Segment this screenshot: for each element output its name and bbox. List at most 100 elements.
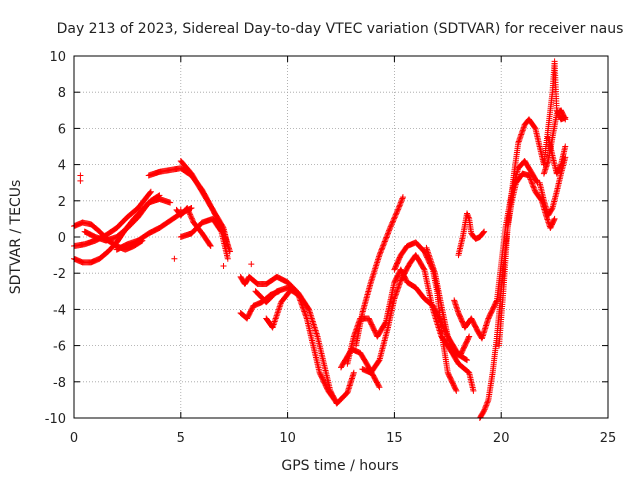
track-s-marker [424,247,431,254]
track-p-marker [394,207,401,214]
track-m-marker [286,288,293,295]
track-s-marker [430,265,437,272]
track-w-marker [527,176,534,183]
track-p-marker [381,239,388,246]
track-b-marker [147,189,154,196]
track-i-marker [185,208,192,215]
track-p-marker [384,230,391,237]
track-p-marker [378,246,385,253]
track-p-marker [379,243,386,250]
track-k-marker [299,302,306,309]
track-s-marker [466,333,473,340]
track-m-marker [273,312,280,319]
track-s-marker [425,252,432,259]
track-m-marker [272,315,279,322]
track-p-marker [398,198,405,205]
isolated-marker [77,177,84,184]
track-p-marker [396,202,403,209]
track-p-marker [391,215,398,222]
track-p-marker [383,233,390,240]
track-i-marker [187,211,194,218]
track-p-marker [388,222,395,229]
track-m-marker [274,309,281,316]
track-s-marker [431,268,438,275]
y-tick-label: -8 [53,376,66,391]
x-tick-label: 20 [493,431,510,446]
track-t-marker [464,210,471,217]
track-w-marker [531,186,538,193]
track-p-marker [385,229,392,236]
track-k-marker [295,291,302,298]
track-v-marker [481,406,488,413]
track-y-marker [561,115,568,122]
track-p-marker [384,231,391,238]
track-w-marker [551,217,558,224]
y-tick-label: -6 [53,340,66,355]
track-p-marker [380,242,387,249]
y-tick-label: 2 [58,195,66,210]
track-p-marker [396,203,403,210]
track-p-marker [379,245,386,252]
track-s-marker [428,259,435,266]
track-k-marker [297,298,304,305]
x-tick-label: 15 [386,431,403,446]
x-tick-label: 0 [70,431,78,446]
x-tick-label: 5 [177,431,185,446]
track-k-marker [298,301,305,308]
track-r-marker [453,387,460,394]
track-k-marker [302,312,309,319]
track-p-marker [386,226,393,233]
y-tick-label: 6 [58,122,66,137]
x-tick-label: 25 [600,431,617,446]
track-k-marker [300,305,307,312]
track-m-marker [276,305,283,312]
y-tick-label: 8 [58,86,66,101]
isolated-marker [248,261,255,268]
track-s-marker [429,262,436,269]
track-p-marker [398,196,405,203]
isolated-marker [220,262,227,269]
isolated-marker [177,206,184,213]
track-p-marker [387,223,394,230]
track-s-marker [430,267,437,274]
track-v-marker [482,405,489,412]
track-w-marker [530,183,537,190]
track-k-marker [295,293,302,300]
track-i-marker [187,212,194,219]
track-aa-marker [557,162,564,169]
track-p-marker [391,214,398,221]
y-tick-label: -10 [45,412,66,427]
track-i-marker [189,216,196,223]
track-m-marker [269,324,276,331]
track-o-marker [376,384,383,391]
track-s-marker [424,249,431,256]
track-q-marker [470,387,477,394]
track-w-marker [527,175,534,182]
track-s-marker [426,255,433,262]
track-k-marker [296,296,303,303]
track-i-marker [207,243,214,250]
track-k-marker [301,309,308,316]
track-t-marker [481,228,488,235]
track-i-marker [184,205,191,212]
track-k-marker [299,304,306,311]
track-v-marker [483,402,490,409]
track-r-marker [452,386,459,393]
track-h-marker [217,227,224,234]
track-m-marker [271,320,278,327]
track-k-marker [330,395,337,402]
track-m-marker [286,289,293,296]
track-m-marker [272,317,279,324]
track-p-marker [389,219,396,226]
track-k-marker [300,307,307,314]
x-axis-label: GPS time / hours [281,458,398,474]
track-v-marker [531,124,538,131]
track-n-marker [464,357,471,364]
track-i-marker [185,207,192,214]
axis-ticks: 0 5 10 15 20 25 -10 -8 -6 -4 -2 0 2 4 6 8 10 [45,50,617,446]
track-w-marker [528,179,535,186]
track-p-marker [389,218,396,225]
y-tick-label: 4 [58,159,66,174]
y-axis-label: SDTVAR / TECUs [8,180,24,295]
track-k-marker [303,314,310,321]
